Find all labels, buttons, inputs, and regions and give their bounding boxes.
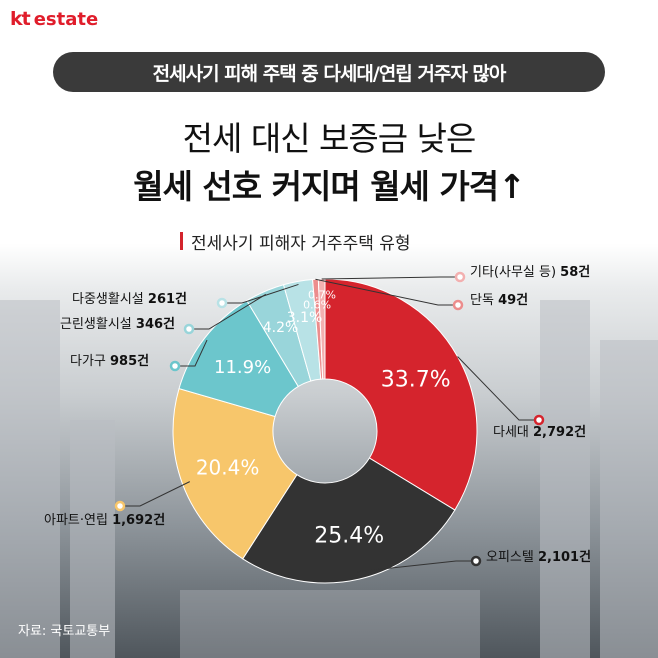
category-name: 근린생활시설	[60, 317, 136, 332]
kt-estate-logo: kt estate	[10, 8, 98, 34]
leader-line-1	[357, 560, 476, 573]
category-count: 261건	[147, 292, 188, 307]
background-building	[0, 300, 60, 658]
slice-1	[242, 457, 456, 584]
category-name: 다가구	[70, 354, 111, 369]
category-label-7: 기타(사무실 등) 58건	[470, 261, 590, 280]
leader-dot-7	[454, 271, 466, 283]
percent-label-0: 33.7%	[381, 368, 451, 393]
category-count: 985건	[110, 354, 150, 369]
slice-0	[324, 278, 478, 511]
background-building	[600, 340, 658, 658]
logo-name: estate	[33, 9, 99, 30]
background-building	[180, 590, 480, 658]
category-label-5: 다중생활시설 261건	[72, 288, 187, 307]
category-count: 2,792건	[533, 425, 587, 440]
leader-dot-2	[114, 500, 126, 512]
logo-mark: kt	[10, 8, 31, 30]
leader-line-6	[315, 278, 458, 306]
category-count: 2,101건	[537, 550, 592, 565]
source-note: 자료: 국토교통부	[18, 624, 111, 639]
percent-label-4: 4.2%	[263, 320, 299, 336]
background-building	[540, 300, 590, 658]
category-name: 오피스텔	[486, 550, 538, 565]
title-accent-bar	[180, 232, 183, 250]
leader-line-3	[175, 339, 208, 367]
leader-line-7	[321, 276, 460, 280]
leader-dot-4	[183, 323, 195, 335]
leader-dot-5	[216, 297, 228, 309]
slice-2	[172, 387, 298, 560]
category-label-4: 근린생활시설 346건	[60, 313, 175, 332]
percent-label-7: 0.7%	[308, 289, 336, 302]
leader-dot-1	[470, 555, 482, 567]
percent-label-3: 11.9%	[214, 357, 271, 378]
category-count: 58건	[560, 265, 591, 280]
percent-label-5: 3.1%	[287, 310, 323, 326]
percent-label-2: 20.4%	[196, 455, 260, 479]
leader-line-5	[222, 283, 299, 304]
leader-line-4	[189, 293, 267, 330]
category-count: 1,692건	[112, 513, 166, 528]
leader-dot-0	[533, 414, 545, 426]
leader-line-2	[120, 481, 190, 507]
category-label-1: 오피스텔 2,101건	[486, 546, 591, 565]
category-name: 아파트·연립	[44, 513, 113, 528]
leader-dot-3	[169, 360, 181, 372]
category-label-0: 다세대 2,792건	[493, 421, 586, 440]
leader-line-0	[457, 356, 539, 421]
category-label-2: 아파트·연립 1,692건	[44, 509, 165, 528]
page-title-line2: 월세 선호 커지며 월세 가격↑	[133, 167, 526, 206]
category-name: 다중생활시설	[72, 292, 148, 307]
category-label-6: 단독 49건	[470, 289, 528, 308]
category-label-3: 다가구 985건	[70, 350, 149, 369]
category-name: 단독	[470, 293, 499, 308]
category-count: 346건	[135, 317, 176, 332]
page-title-line1: 전세 대신 보증금 낮은	[182, 119, 477, 158]
leader-dot-6	[452, 299, 464, 311]
category-name: 다세대	[493, 425, 534, 440]
chart-title-text: 전세사기 피해자 거주주택 유형	[191, 233, 411, 254]
percent-label-6: 0.6%	[303, 299, 331, 312]
category-count: 49건	[498, 293, 529, 308]
background-building	[70, 420, 115, 658]
chart-title: 전세사기 피해자 거주주택 유형	[180, 230, 411, 254]
headline-banner: 전세사기 피해 주택 중 다세대/연립 거주자 많아	[53, 52, 605, 92]
percent-label-1: 25.4%	[314, 524, 384, 549]
slice-7	[317, 278, 326, 380]
category-name: 기타(사무실 등)	[470, 265, 561, 280]
